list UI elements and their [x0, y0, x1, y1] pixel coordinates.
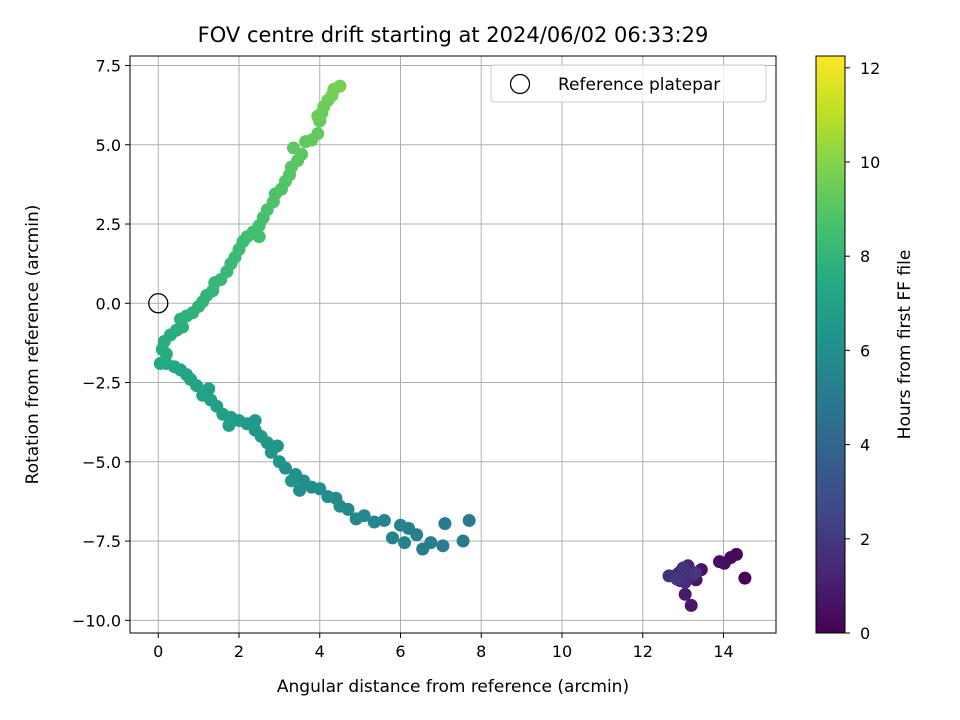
y-tick-label: −10.0 [72, 611, 121, 630]
y-tick-label: 2.5 [96, 215, 121, 234]
data-point [287, 141, 301, 155]
data-point [456, 534, 470, 548]
colorbar-tick-label: 10 [860, 153, 880, 172]
data-point [367, 515, 381, 529]
data-point [394, 518, 408, 532]
data-point [688, 566, 702, 580]
colorbar-gradient [815, 55, 846, 634]
colorbar-tick-label: 2 [860, 530, 870, 549]
colorbar: 0 2 4 6 8 10 12 Hours from first FF file [815, 55, 915, 643]
legend-entry-reference-platepar: Reference platepar [558, 75, 720, 95]
chart-title: FOV centre drift starting at 2024/06/02 … [198, 23, 709, 47]
data-point [462, 513, 476, 527]
data-point [153, 357, 167, 371]
grid-lines [130, 56, 776, 633]
colorbar-tick-label: 8 [860, 247, 870, 266]
data-points [153, 79, 752, 612]
data-point [272, 455, 286, 469]
data-point [385, 531, 399, 545]
data-point [676, 561, 690, 575]
data-point [678, 587, 692, 601]
data-point [670, 572, 684, 586]
x-tick-label: 12 [633, 642, 653, 661]
data-point [311, 127, 325, 141]
plot-frame [129, 55, 777, 634]
data-point [293, 483, 307, 497]
data-point [684, 598, 698, 612]
y-tick-label: 7.5 [96, 57, 121, 76]
data-point [321, 490, 335, 504]
colorbar-tick-label: 0 [860, 624, 870, 643]
y-tick-label: −5.0 [82, 453, 121, 472]
x-tick-label: 8 [476, 642, 486, 661]
plot-area [129, 55, 777, 634]
colorbar-tick-label: 6 [860, 341, 870, 360]
y-tick-label: 5.0 [96, 136, 121, 155]
x-tick-label: 4 [315, 642, 325, 661]
y-axis-ticks: −10.0 −7.5 −5.0 −2.5 0.0 2.5 5.0 7.5 [72, 57, 130, 630]
legend-open-circle-icon [509, 73, 531, 95]
data-point [738, 571, 752, 585]
data-point [416, 542, 430, 556]
data-point [349, 512, 363, 526]
data-point [196, 388, 210, 402]
reference-platepar-marker [148, 293, 169, 314]
data-point [438, 517, 452, 531]
x-tick-label: 10 [552, 642, 572, 661]
data-point [285, 474, 298, 488]
y-tick-label: −7.5 [82, 532, 121, 551]
y-tick-label: 0.0 [96, 294, 121, 313]
legend-box [490, 64, 767, 103]
y-tick-label: −2.5 [82, 374, 121, 393]
colorbar-tick-label: 4 [860, 436, 870, 455]
legend: Reference platepar [490, 64, 767, 103]
x-tick-label: 2 [234, 642, 244, 661]
data-point [311, 109, 325, 123]
x-tick-label: 0 [153, 642, 163, 661]
y-axis-label: Rotation from reference (arcmin) [23, 205, 43, 485]
x-tick-label: 6 [395, 642, 405, 661]
x-axis-label: Angular distance from reference (arcmin) [277, 677, 629, 697]
plot-background [130, 56, 776, 633]
data-point [222, 418, 236, 432]
colorbar-ticks: 0 2 4 6 8 10 12 [845, 59, 880, 643]
data-point [377, 513, 391, 527]
data-point [333, 79, 347, 93]
colorbar-label: Hours from first FF file [895, 250, 915, 440]
data-point [398, 536, 412, 550]
data-point [436, 539, 450, 553]
colorbar-tick-label: 12 [860, 59, 880, 78]
x-axis-ticks: 0 2 4 6 8 10 12 14 [153, 633, 734, 661]
data-point [252, 230, 266, 244]
data-point [712, 555, 726, 569]
x-tick-label: 14 [713, 642, 733, 661]
